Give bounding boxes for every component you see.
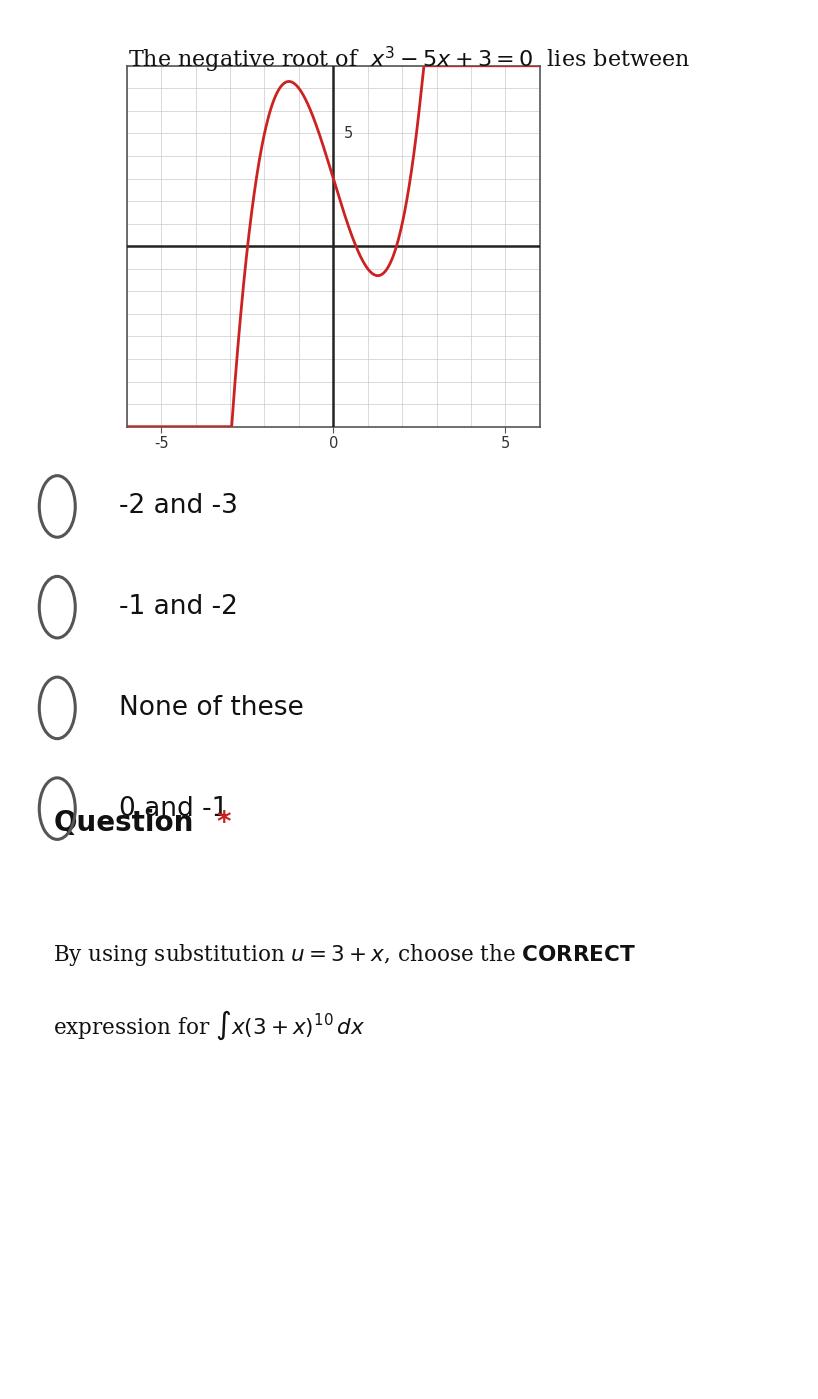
Text: Question: Question bbox=[53, 809, 194, 837]
Text: The negative root of  $x^3-5x+3=0$  lies between: The negative root of $x^3-5x+3=0$ lies b… bbox=[128, 45, 690, 76]
Text: 0 and -1: 0 and -1 bbox=[119, 796, 228, 821]
Text: -1 and -2: -1 and -2 bbox=[119, 595, 237, 620]
Text: None of these: None of these bbox=[119, 695, 303, 720]
Text: 5: 5 bbox=[344, 126, 353, 141]
Text: -2 and -3: -2 and -3 bbox=[119, 494, 237, 519]
Text: By using substitution $u=3+x$, choose the $\mathbf{CORRECT}$: By using substitution $u=3+x$, choose th… bbox=[53, 942, 636, 968]
Text: *: * bbox=[217, 809, 231, 837]
Text: expression for $\int x(3+x)^{10}\,dx$: expression for $\int x(3+x)^{10}\,dx$ bbox=[53, 1009, 366, 1042]
